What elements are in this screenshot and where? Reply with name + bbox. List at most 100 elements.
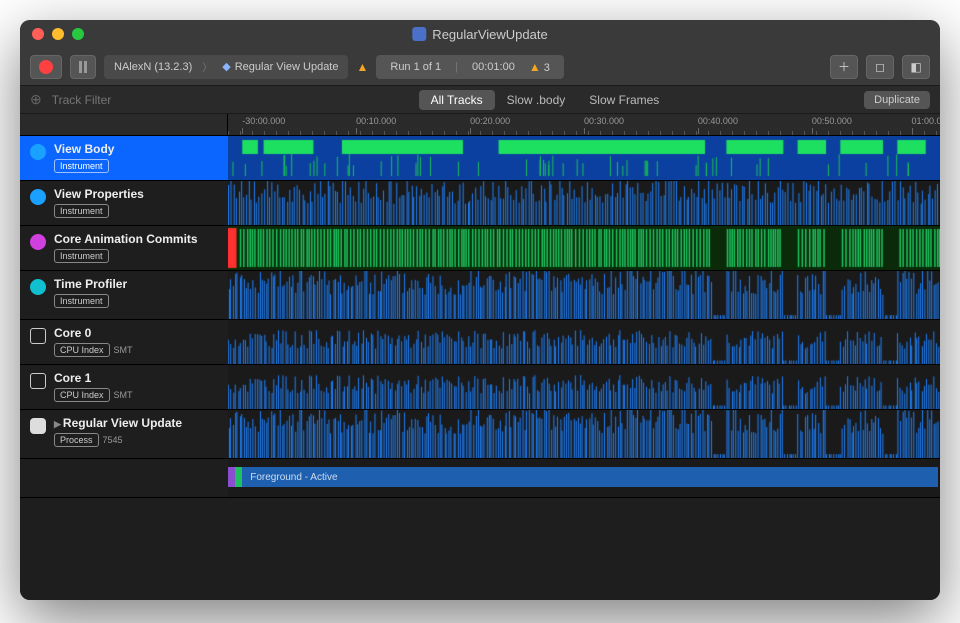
track-name: Core Animation Commits: [54, 232, 198, 246]
track-header[interactable]: View Body Instrument: [20, 136, 228, 180]
duplicate-button[interactable]: Duplicate: [864, 91, 930, 109]
track-tag[interactable]: Instrument: [54, 249, 109, 263]
track-lane[interactable]: [228, 271, 940, 319]
pause-icon: [79, 61, 87, 73]
track-lane[interactable]: [228, 365, 940, 409]
waveform-canvas: [228, 365, 940, 409]
run-number: Run 1 of 1: [390, 61, 441, 73]
instrument-icon: [30, 234, 46, 250]
minimize-button[interactable]: [52, 28, 64, 40]
track-row: View Body Instrument: [20, 136, 940, 181]
track-row: ▶Regular View Update Process 7545: [20, 410, 940, 459]
pause-button[interactable]: [70, 55, 96, 79]
track-tag[interactable]: Process: [54, 433, 99, 447]
track-tag[interactable]: Instrument: [54, 294, 109, 308]
ruler-tick: 00:30.000: [584, 116, 624, 126]
ruler-tick: 00:40.000: [698, 116, 738, 126]
target-breadcrumb[interactable]: NAlexN (13.2.3) 〉 ◆Regular View Update: [104, 55, 348, 79]
record-button[interactable]: [30, 55, 62, 79]
traffic-lights: [32, 28, 84, 40]
track-header[interactable]: Time ProfilerInstrument: [20, 271, 228, 319]
track-header[interactable]: ▶Regular View Update Process 7545: [20, 410, 228, 458]
track-tag[interactable]: Instrument: [54, 204, 109, 218]
ruler-tick: -30:00.000: [242, 116, 285, 126]
ruler-tick: 01:00.000: [912, 116, 940, 126]
ruler-gutter: [20, 114, 228, 136]
sidebar-icon: ◧: [910, 60, 921, 74]
waveform-canvas: [228, 181, 940, 225]
track-name: ▶Regular View Update: [54, 416, 182, 430]
window-title: RegularViewUpdate: [412, 27, 547, 42]
tracks-container: View Body Instrument View Properties Instru…: [20, 136, 940, 459]
track-tag[interactable]: CPU Index: [54, 343, 110, 357]
ruler-tick: 00:20.000: [470, 116, 510, 126]
state-segment: [228, 467, 235, 487]
toolbar: NAlexN (13.2.3) 〉 ◆Regular View Update ▲…: [20, 48, 940, 86]
track-header[interactable]: View Properties Instrument: [20, 181, 228, 225]
maximize-button[interactable]: [72, 28, 84, 40]
track-filter-input[interactable]: [46, 93, 226, 107]
waveform-canvas: [228, 410, 940, 458]
ruler-tick: 00:50.000: [812, 116, 852, 126]
track-row: View Properties Instrument: [20, 181, 940, 226]
waveform-canvas: [228, 271, 940, 319]
filter-icon[interactable]: ⊕: [30, 91, 42, 108]
breadcrumb-template[interactable]: ◆Regular View Update: [212, 55, 348, 79]
breadcrumb-target[interactable]: NAlexN (13.2.3): [104, 55, 202, 79]
filter-bar: ⊕ All TracksSlow .bodySlow Frames Duplic…: [20, 86, 940, 114]
track-lane[interactable]: [228, 136, 940, 180]
run-time: 00:01:00: [472, 61, 515, 73]
track-name: View Properties: [54, 187, 144, 201]
track-lane[interactable]: [228, 181, 940, 225]
warning-icon[interactable]: ▲: [356, 60, 368, 74]
instrument-icon: [30, 279, 46, 295]
ruler-tick: 00:10.000: [356, 116, 396, 126]
track-header[interactable]: Core 1CPU IndexSMT: [20, 365, 228, 409]
instruments-window: RegularViewUpdate NAlexN (13.2.3) 〉 ◆Reg…: [20, 20, 940, 600]
waveform-canvas: [228, 226, 940, 270]
content-area: -30:00.000 00:10.000 00:20.000 00:30.000 00:…: [20, 114, 940, 600]
track-ext: 7545: [103, 435, 123, 445]
window-title-text: RegularViewUpdate: [432, 27, 547, 42]
track-tag[interactable]: Instrument: [54, 159, 109, 173]
foreground-active-band: Foreground - Active: [242, 467, 938, 487]
close-button[interactable]: [32, 28, 44, 40]
disclosure-triangle-icon[interactable]: ▶: [54, 419, 61, 429]
track-row: Core 0CPU IndexSMT: [20, 320, 940, 365]
track-row: Core 1CPU IndexSMT: [20, 365, 940, 410]
track-name: View Body: [54, 142, 114, 156]
track-lane[interactable]: [228, 320, 940, 364]
track-header[interactable]: Core Animation Commits Instrument: [20, 226, 228, 270]
cpu-icon: [30, 328, 46, 344]
titlebar[interactable]: RegularViewUpdate: [20, 20, 940, 48]
warning-icon: ▲: [529, 60, 541, 74]
add-button[interactable]: ＋: [830, 55, 858, 79]
app-process-icon: [30, 418, 46, 434]
track-lane[interactable]: [228, 410, 940, 458]
run-status-box[interactable]: Run 1 of 1 | 00:01:00 ▲ 3: [376, 55, 564, 79]
foreground-lane[interactable]: Foreground - Active: [228, 459, 940, 497]
state-segment: [235, 467, 242, 487]
warning-count: 3: [544, 62, 550, 74]
inspector-button[interactable]: ◧: [902, 55, 930, 79]
track-ext: SMT: [114, 390, 133, 400]
time-ruler[interactable]: -30:00.000 00:10.000 00:20.000 00:30.000 00:…: [228, 114, 940, 136]
plus-icon: ＋: [838, 58, 850, 75]
track-header[interactable]: Core 0CPU IndexSMT: [20, 320, 228, 364]
filter-segment[interactable]: Slow Frames: [577, 90, 671, 110]
track-row: Core Animation Commits Instrument: [20, 226, 940, 271]
filter-segment[interactable]: Slow .body: [495, 90, 578, 110]
track-name: Core 0: [54, 326, 133, 340]
library-button[interactable]: ◻: [866, 55, 894, 79]
track-lane[interactable]: [228, 226, 940, 270]
foreground-row: Foreground - Active: [20, 459, 940, 498]
panel-icon: ◻: [875, 60, 885, 74]
waveform-canvas: [228, 136, 940, 180]
timeline: -30:00.000 00:10.000 00:20.000 00:30.000 00:…: [20, 114, 940, 600]
track-tag[interactable]: CPU Index: [54, 388, 110, 402]
track-row: Time ProfilerInstrument: [20, 271, 940, 320]
filter-segment[interactable]: All Tracks: [419, 90, 495, 110]
waveform-canvas: [228, 320, 940, 364]
track-filter-segments: All TracksSlow .bodySlow Frames: [419, 90, 672, 110]
cpu-icon: [30, 373, 46, 389]
